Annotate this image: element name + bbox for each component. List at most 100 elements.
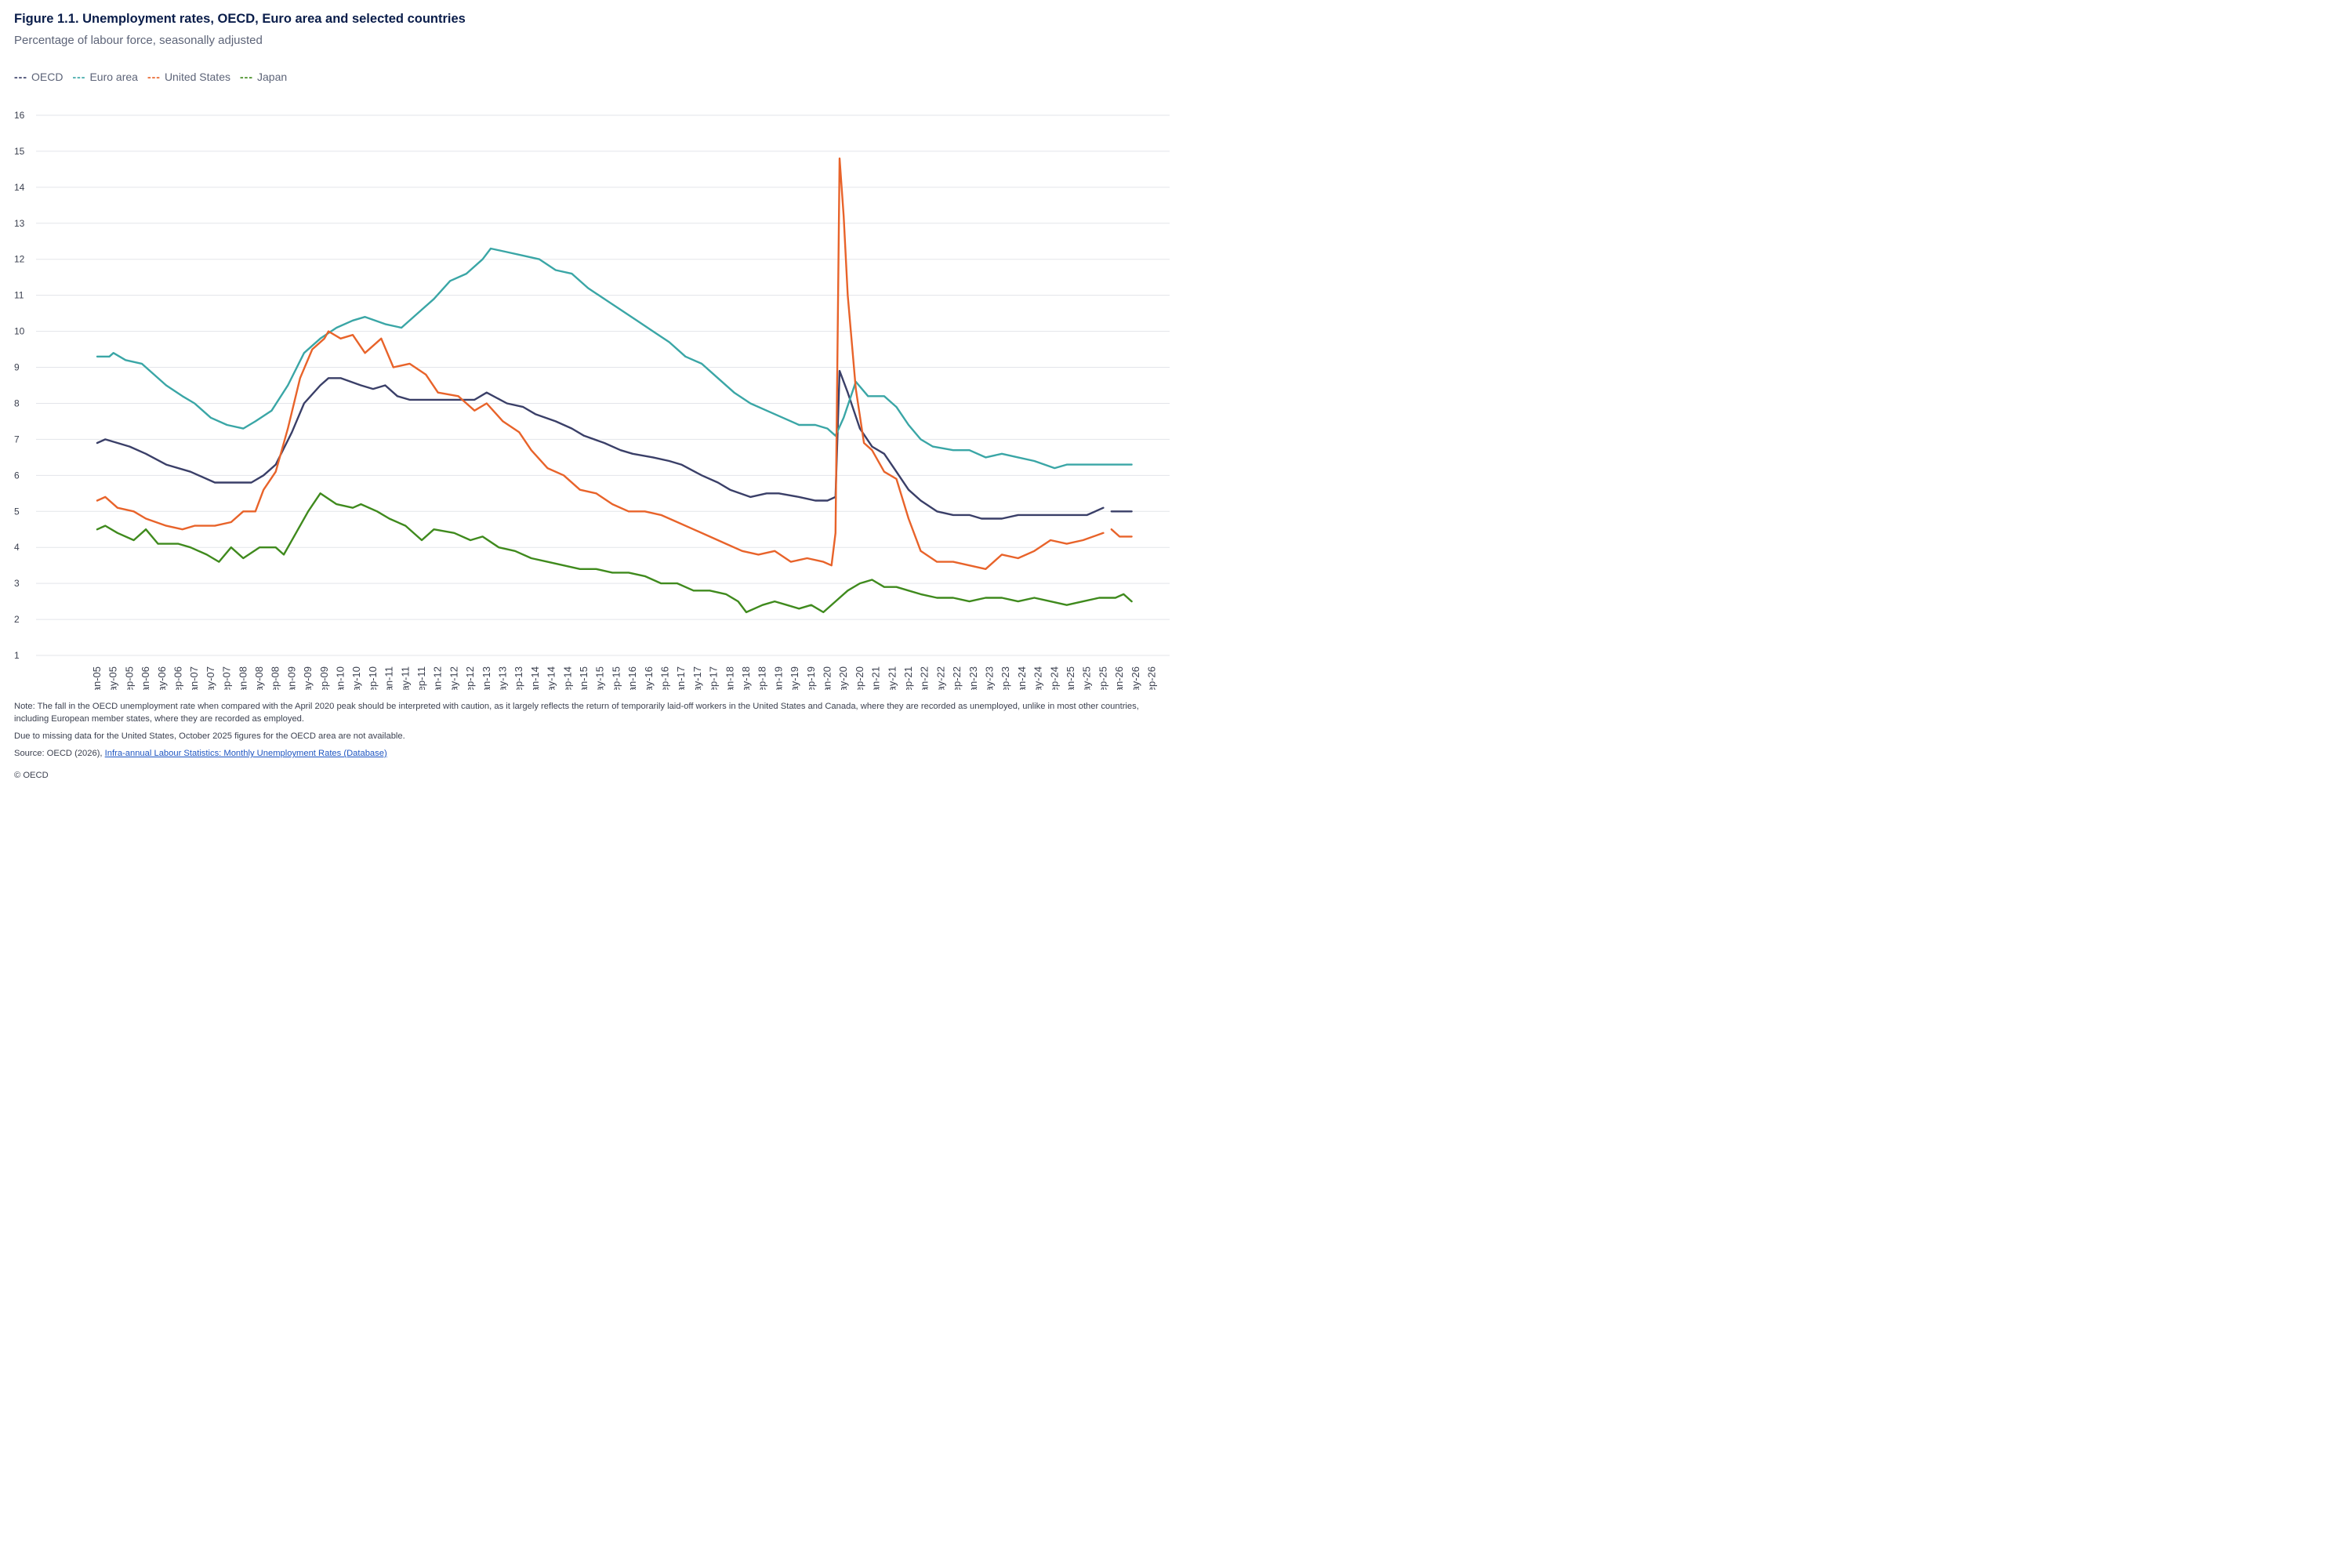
series-line-oecd <box>96 369 1105 520</box>
y-tick-label: 5 <box>14 506 20 517</box>
x-tick-label: May-08 <box>253 666 265 690</box>
x-tick-label: May-09 <box>302 666 314 690</box>
legend-label-oecd: OECD <box>31 71 63 83</box>
y-tick-label: 9 <box>14 362 20 373</box>
x-tick-label: Sep-06 <box>172 666 184 690</box>
source-link[interactable]: Infra-annual Labour Statistics: Monthly … <box>104 749 387 758</box>
x-tick-label: May-06 <box>156 666 168 690</box>
x-tick-label: May-15 <box>594 666 606 690</box>
gridlines <box>36 114 1170 656</box>
y-tick-label: 3 <box>14 578 20 589</box>
x-tick-label: Sep-09 <box>318 666 330 690</box>
legend-label-euro-area: Euro area <box>89 71 138 83</box>
legend-label-united-states: United States <box>164 71 230 83</box>
x-tick-label: May-05 <box>107 666 119 690</box>
x-tick-label: Sep-22 <box>951 666 963 690</box>
y-tick-label: 14 <box>14 182 25 193</box>
x-tick-label: Jan-23 <box>967 666 979 690</box>
x-tick-label: Jan-16 <box>626 666 638 690</box>
x-tick-label: May-23 <box>984 666 996 690</box>
x-tick-label: Jan-14 <box>529 666 541 690</box>
source-prefix: Source: OECD (2026), <box>14 749 105 758</box>
chart-notes: Note: The fall in the OECD unemployment … <box>14 700 1166 764</box>
x-tick-label: Sep-20 <box>854 666 865 690</box>
x-tick-label: May-24 <box>1032 666 1044 690</box>
legend-swatch-united-states: --- <box>147 71 161 83</box>
x-tick-label: Sep-12 <box>464 666 476 690</box>
y-tick-label: 11 <box>14 290 24 301</box>
x-tick-label: Sep-14 <box>561 666 573 690</box>
x-tick-label: Jan-20 <box>822 666 833 690</box>
series-line-euro-area <box>96 247 1133 470</box>
legend-item-euro-area[interactable]: --- Euro area <box>72 71 137 83</box>
x-tick-label: Sep-25 <box>1097 666 1108 690</box>
x-tick-label: Sep-16 <box>659 666 671 690</box>
y-tick-label: 15 <box>14 146 25 157</box>
x-tick-label: Jan-08 <box>237 666 249 690</box>
x-tick-label: Jan-09 <box>285 666 297 690</box>
x-tick-label: Sep-05 <box>123 666 135 690</box>
legend-item-japan[interactable]: --- Japan <box>240 71 287 83</box>
x-tick-label: Jan-13 <box>481 666 492 690</box>
x-tick-label: Jan-19 <box>772 666 784 690</box>
x-tick-label: May-26 <box>1130 666 1141 690</box>
y-tick-label: 8 <box>14 397 20 408</box>
x-tick-label: May-16 <box>643 666 655 690</box>
x-tick-label: Sep-24 <box>1048 666 1060 690</box>
y-tick-label: 7 <box>14 434 20 445</box>
legend-swatch-oecd: --- <box>14 71 27 83</box>
source-note: Source: OECD (2026), Infra-annual Labour… <box>14 747 1166 760</box>
x-tick-label: Jan-12 <box>432 666 444 690</box>
x-tick-label: May-07 <box>205 666 216 690</box>
chart-subtitle: Percentage of labour force, seasonally a… <box>14 34 263 47</box>
legend-item-united-states[interactable]: --- United States <box>147 71 230 83</box>
x-tick-label: Sep-26 <box>1146 666 1158 690</box>
chart-title: Figure 1.1. Unemployment rates, OECD, Eu… <box>14 12 466 26</box>
x-axis-ticks: Jan-05 May-05 Sep-05 Jan-06 May-06 Sep-06 Jan-… <box>91 666 1158 690</box>
x-tick-label: Jan-17 <box>675 666 687 690</box>
x-tick-label: Jan-21 <box>870 666 882 690</box>
x-tick-label: Jan-07 <box>188 666 200 690</box>
legend-label-japan: Japan <box>257 71 288 83</box>
x-tick-label: May-12 <box>448 666 459 690</box>
y-tick-label: 6 <box>14 470 20 481</box>
x-tick-label: May-20 <box>837 666 849 690</box>
x-tick-label: Sep-07 <box>221 666 233 690</box>
y-tick-label: 12 <box>14 254 25 265</box>
x-tick-label: May-10 <box>350 666 362 690</box>
series-lines <box>96 157 1133 614</box>
x-tick-label: Jan-11 <box>383 666 395 690</box>
x-tick-label: May-14 <box>546 666 557 690</box>
note-text: Note: The fall in the OECD unemployment … <box>14 702 1139 724</box>
x-tick-label: Jan-26 <box>1113 666 1125 690</box>
y-tick-label: 2 <box>14 614 20 625</box>
x-tick-label: Jan-24 <box>1016 666 1028 690</box>
y-tick-label: 13 <box>14 218 25 229</box>
x-tick-label: May-25 <box>1081 666 1093 690</box>
x-tick-label: Jan-25 <box>1065 666 1076 690</box>
chart-legend: --- OECD --- Euro area --- United States… <box>14 71 287 83</box>
series-line-united-states <box>96 157 1105 570</box>
x-tick-label: May-18 <box>740 666 752 690</box>
x-tick-label: Sep-10 <box>367 666 379 690</box>
x-tick-label: Sep-18 <box>756 666 768 690</box>
x-tick-label: Jan-15 <box>578 666 590 690</box>
missing-data-note: Due to missing data for the United State… <box>14 731 405 741</box>
x-tick-label: Sep-19 <box>805 666 817 690</box>
x-tick-label: May-13 <box>497 666 509 690</box>
series-line-japan <box>96 492 1133 614</box>
x-tick-label: May-21 <box>886 666 898 690</box>
legend-item-oecd[interactable]: --- OECD <box>14 71 63 83</box>
x-tick-label: May-19 <box>789 666 800 690</box>
y-tick-label: 1 <box>14 650 20 661</box>
copyright: © OECD <box>14 771 49 780</box>
x-tick-label: Sep-15 <box>610 666 622 690</box>
y-tick-label: 4 <box>14 542 20 553</box>
x-tick-label: Jan-18 <box>724 666 735 690</box>
x-tick-label: Jan-05 <box>91 666 103 690</box>
x-tick-label: May-22 <box>934 666 946 690</box>
x-tick-label: May-11 <box>399 666 411 690</box>
x-tick-label: Sep-08 <box>270 666 281 690</box>
